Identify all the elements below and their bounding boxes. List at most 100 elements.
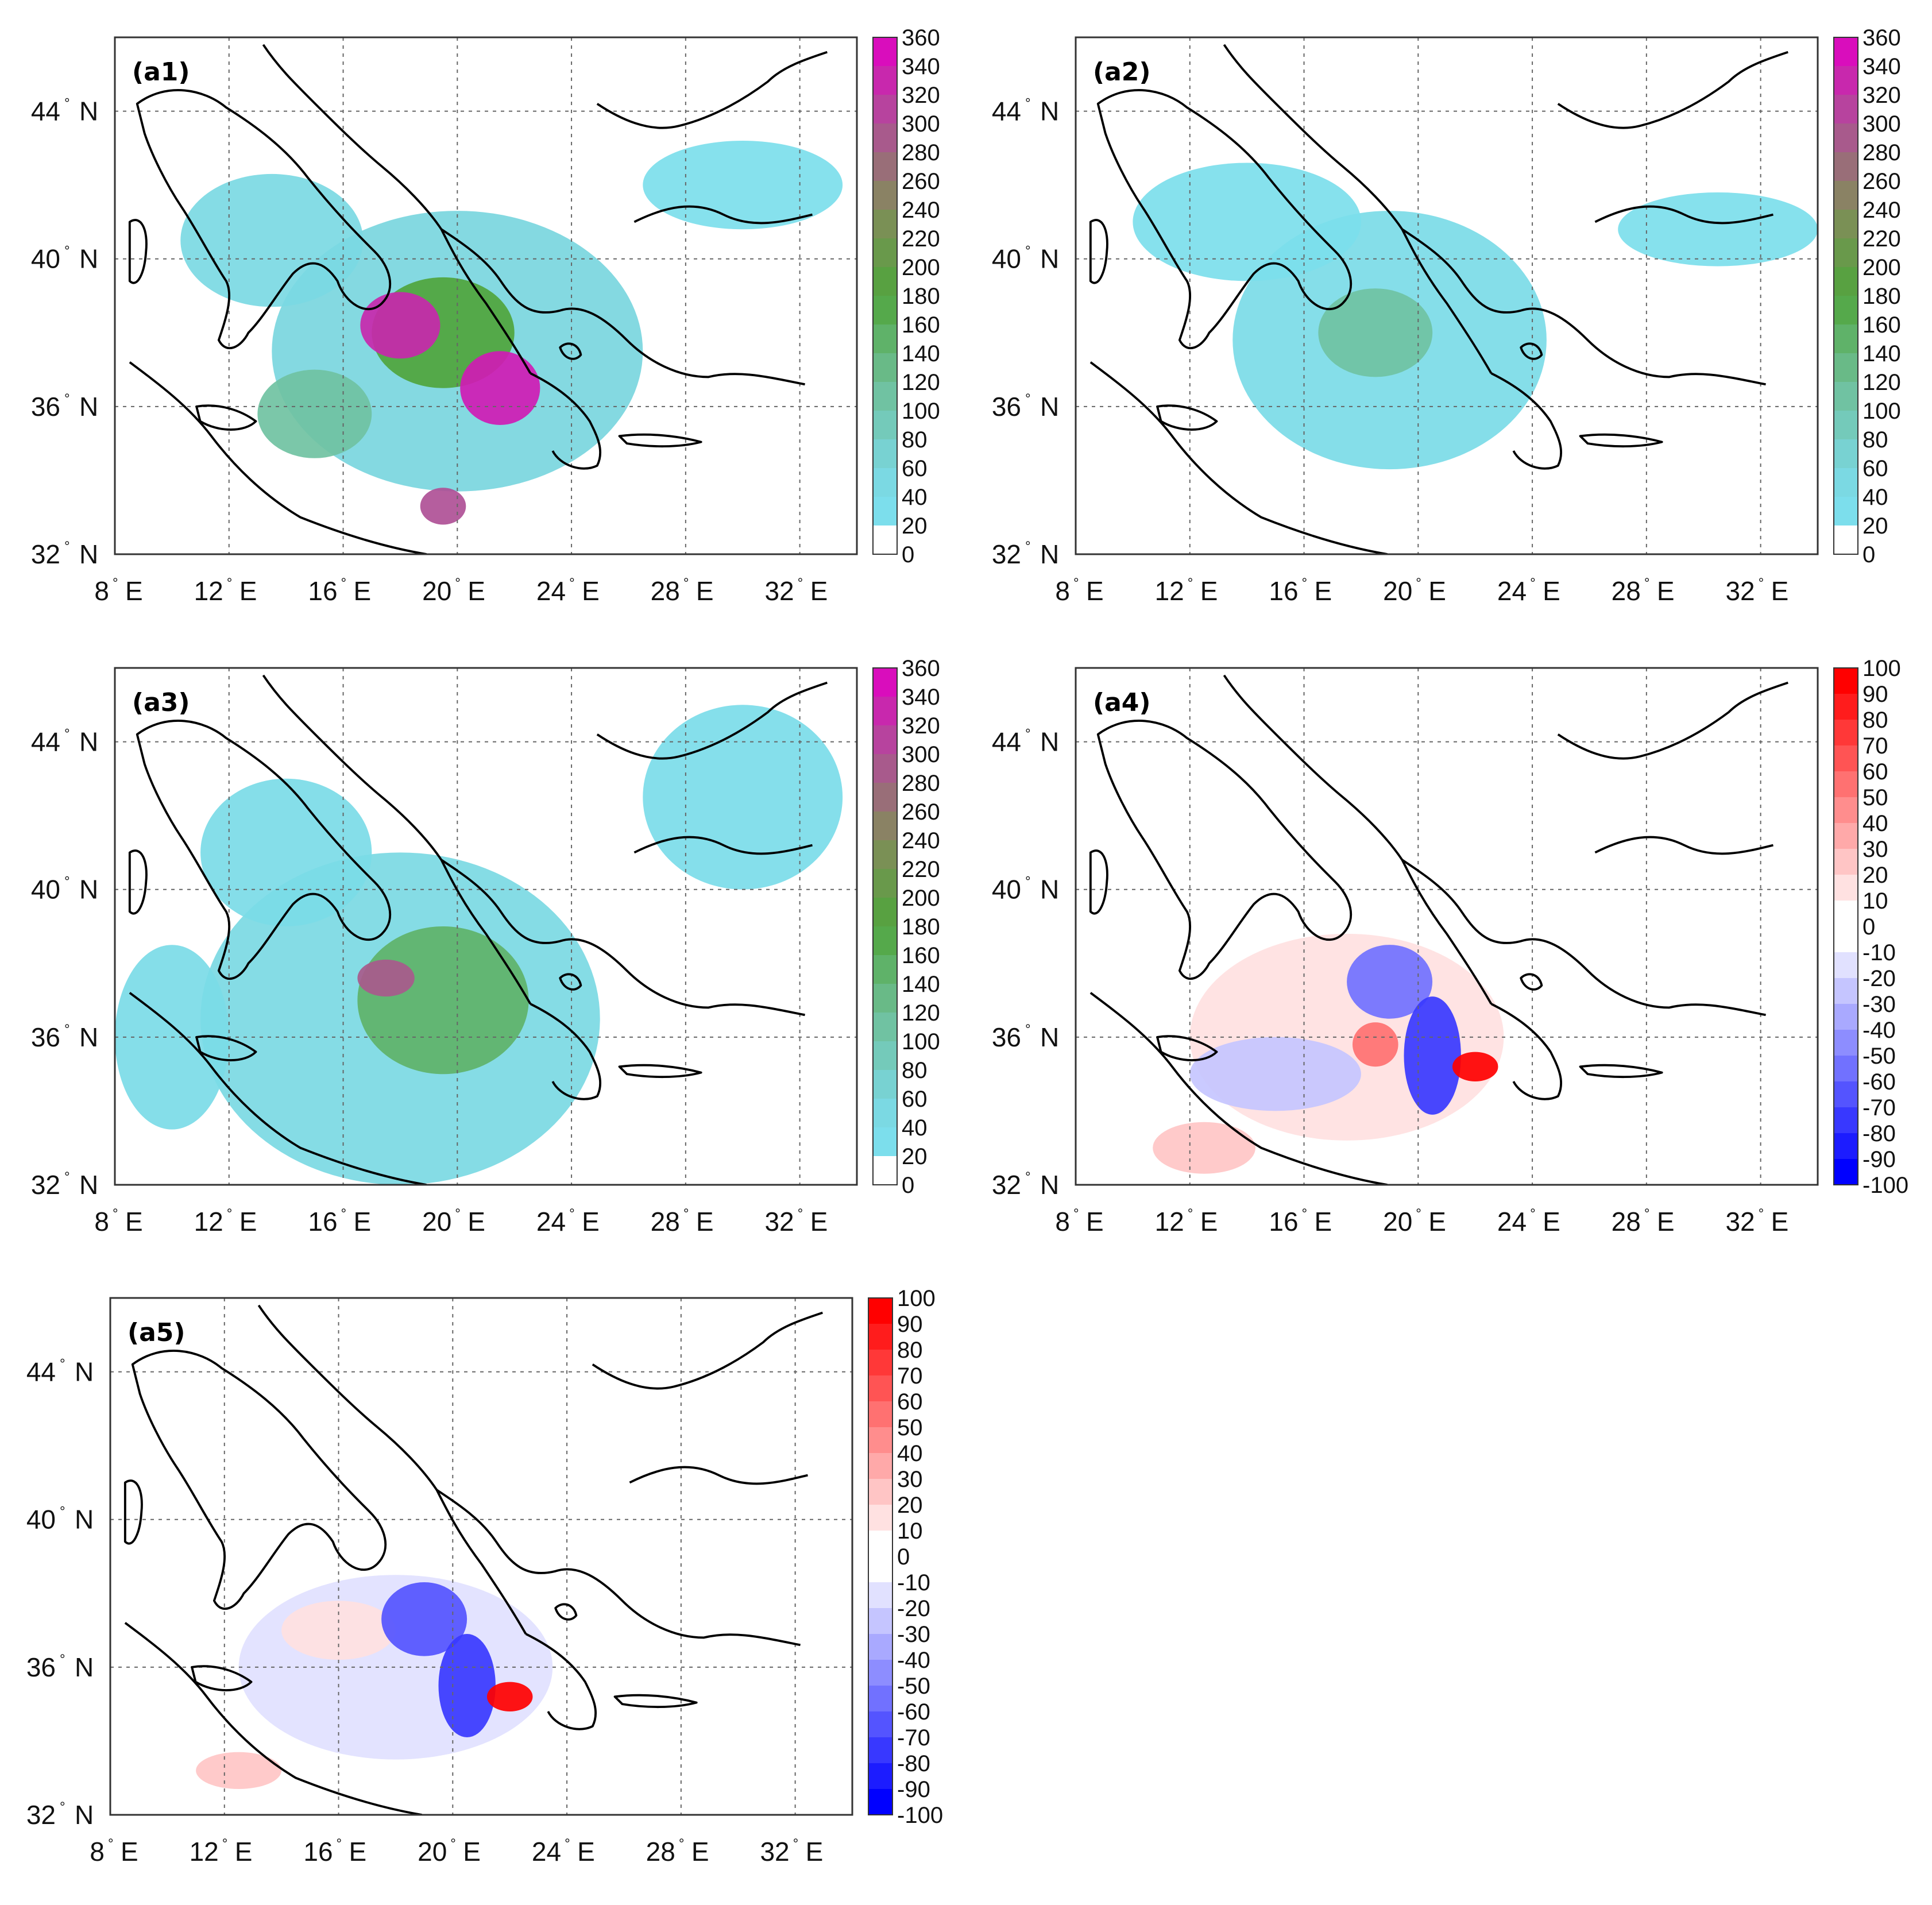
map-frame <box>109 1297 853 1816</box>
field-cell-2 <box>357 926 529 1075</box>
panel-label: (a2) <box>1093 57 1151 87</box>
y-tick-unit: N <box>79 875 98 905</box>
colorbar-segment <box>1834 324 1858 354</box>
colorbar-segment <box>868 1350 892 1376</box>
y-tick-label: 44 <box>992 727 1021 757</box>
x-tick-degree: ° <box>227 1206 233 1222</box>
colorbar-tick-label: 220 <box>902 857 940 882</box>
x-tick-degree: ° <box>679 1836 685 1852</box>
y-tick-label: 40 <box>31 244 60 274</box>
y-tick-label: 40 <box>992 244 1021 274</box>
x-tick-label: 32 <box>764 576 794 606</box>
colorbar-segment <box>873 95 897 124</box>
colorbar-segment <box>1834 497 1858 526</box>
y-tick-degree: ° <box>60 1504 65 1520</box>
colorbar-tick-label: 160 <box>902 312 940 338</box>
y-tick-degree: ° <box>1025 96 1031 111</box>
colorbar-tick-label: -50 <box>897 1674 930 1699</box>
field-cell-1 <box>200 778 372 926</box>
field-cell-3 <box>1618 192 1818 266</box>
colorbar-tick-label: 0 <box>902 542 914 567</box>
y-tick-unit: N <box>1040 1022 1059 1052</box>
field-cell-3 <box>360 292 441 359</box>
x-tick-unit: E <box>806 1837 824 1867</box>
x-tick-unit: E <box>354 1207 372 1236</box>
field-cell-3 <box>1404 996 1461 1115</box>
colorbar-tick-label: 120 <box>1863 370 1901 395</box>
x-tick-label: 8 <box>1055 1207 1070 1236</box>
colorbar-tick-label: 360 <box>1863 25 1901 51</box>
y-tick-unit: N <box>75 1652 94 1682</box>
x-tick-label: 28 <box>1612 1207 1641 1236</box>
y-tick-label: 36 <box>26 1652 56 1682</box>
colorbar-tick-label: 160 <box>902 943 940 968</box>
panel-label: (a1) <box>132 57 190 87</box>
x-tick-unit: E <box>349 1837 367 1867</box>
x-tick-degree: ° <box>1416 1206 1421 1222</box>
colorbar-segment <box>868 1660 892 1686</box>
y-tick-label: 40 <box>26 1505 56 1535</box>
y-tick-degree: ° <box>1025 727 1031 742</box>
field-cell-5 <box>196 1752 282 1789</box>
colorbar-tick-label: 240 <box>902 198 940 223</box>
colorbar-frame <box>872 667 898 1185</box>
y-tick-label: 36 <box>992 1022 1021 1052</box>
field-cell-4 <box>486 1682 533 1711</box>
colorbar-tick-label: -70 <box>1863 1095 1896 1120</box>
x-tick-degree: ° <box>1644 1206 1650 1222</box>
colorbar-segment <box>873 1099 897 1128</box>
y-tick-unit: N <box>79 727 98 757</box>
colorbar-tick-label: 120 <box>902 1000 940 1026</box>
colorbar-tick-label: -30 <box>1863 992 1896 1017</box>
colorbar-segment <box>868 1634 892 1660</box>
y-tick-label: 44 <box>31 96 60 126</box>
colorbar-tick-label: 100 <box>1863 399 1901 424</box>
field-cell-4 <box>1452 1052 1498 1082</box>
field-cell-2 <box>1318 288 1433 377</box>
colorbar-tick-label: -80 <box>897 1751 930 1776</box>
colorbar-tick-label: 20 <box>1863 863 1888 888</box>
colorbar-tick-label: -80 <box>1863 1121 1896 1146</box>
x-tick-unit: E <box>467 1207 485 1236</box>
colorbar-segment <box>873 840 897 870</box>
colorbar-tick-label: -60 <box>897 1699 930 1725</box>
y-tick-unit: N <box>1040 392 1059 422</box>
x-tick-label: 12 <box>1155 576 1184 606</box>
x-tick-label: 8 <box>1055 576 1070 606</box>
x-tick-degree: ° <box>337 1836 342 1852</box>
x-tick-label: 32 <box>760 1837 789 1867</box>
colorbar-tick-label: -70 <box>897 1725 930 1751</box>
x-tick-label: 16 <box>1269 576 1298 606</box>
field-cell-2 <box>381 1582 467 1656</box>
x-tick-degree: ° <box>798 1206 803 1222</box>
y-tick-label: 36 <box>31 1022 60 1052</box>
y-tick-degree: ° <box>64 1169 70 1185</box>
x-tick-degree: ° <box>798 575 803 591</box>
y-tick-degree: ° <box>1025 1022 1031 1037</box>
x-tick-label: 12 <box>194 576 223 606</box>
colorbar-segment <box>873 439 897 469</box>
x-tick-label: 28 <box>651 1207 680 1236</box>
y-tick-label: 36 <box>31 392 60 422</box>
x-tick-degree: ° <box>222 1836 228 1852</box>
colorbar-segment <box>873 152 897 181</box>
y-tick-label: 32 <box>31 539 60 569</box>
x-tick-degree: ° <box>1759 575 1764 591</box>
colorbar-segment <box>1834 797 1858 824</box>
colorbar-segment <box>873 123 897 153</box>
y-tick-unit: N <box>1040 727 1059 757</box>
colorbar-segment <box>868 1401 892 1428</box>
colorbar-segment <box>873 296 897 325</box>
colorbar-tick-label: 60 <box>1863 456 1888 481</box>
colorbar-segment <box>1834 1030 1858 1056</box>
colorbar-segment <box>868 1711 892 1738</box>
colorbar-tick-label: 20 <box>897 1493 923 1518</box>
field-cell-6 <box>257 369 372 458</box>
x-tick-unit: E <box>1771 576 1789 606</box>
y-tick-label: 44 <box>992 96 1021 126</box>
colorbar-tick-label: 200 <box>1863 255 1901 280</box>
colorbar-tick-label: 80 <box>902 427 928 453</box>
colorbar-tick-label: 300 <box>1863 111 1901 137</box>
colorbar-tick-label: -40 <box>897 1648 930 1673</box>
colorbar-segment <box>1834 1056 1858 1082</box>
